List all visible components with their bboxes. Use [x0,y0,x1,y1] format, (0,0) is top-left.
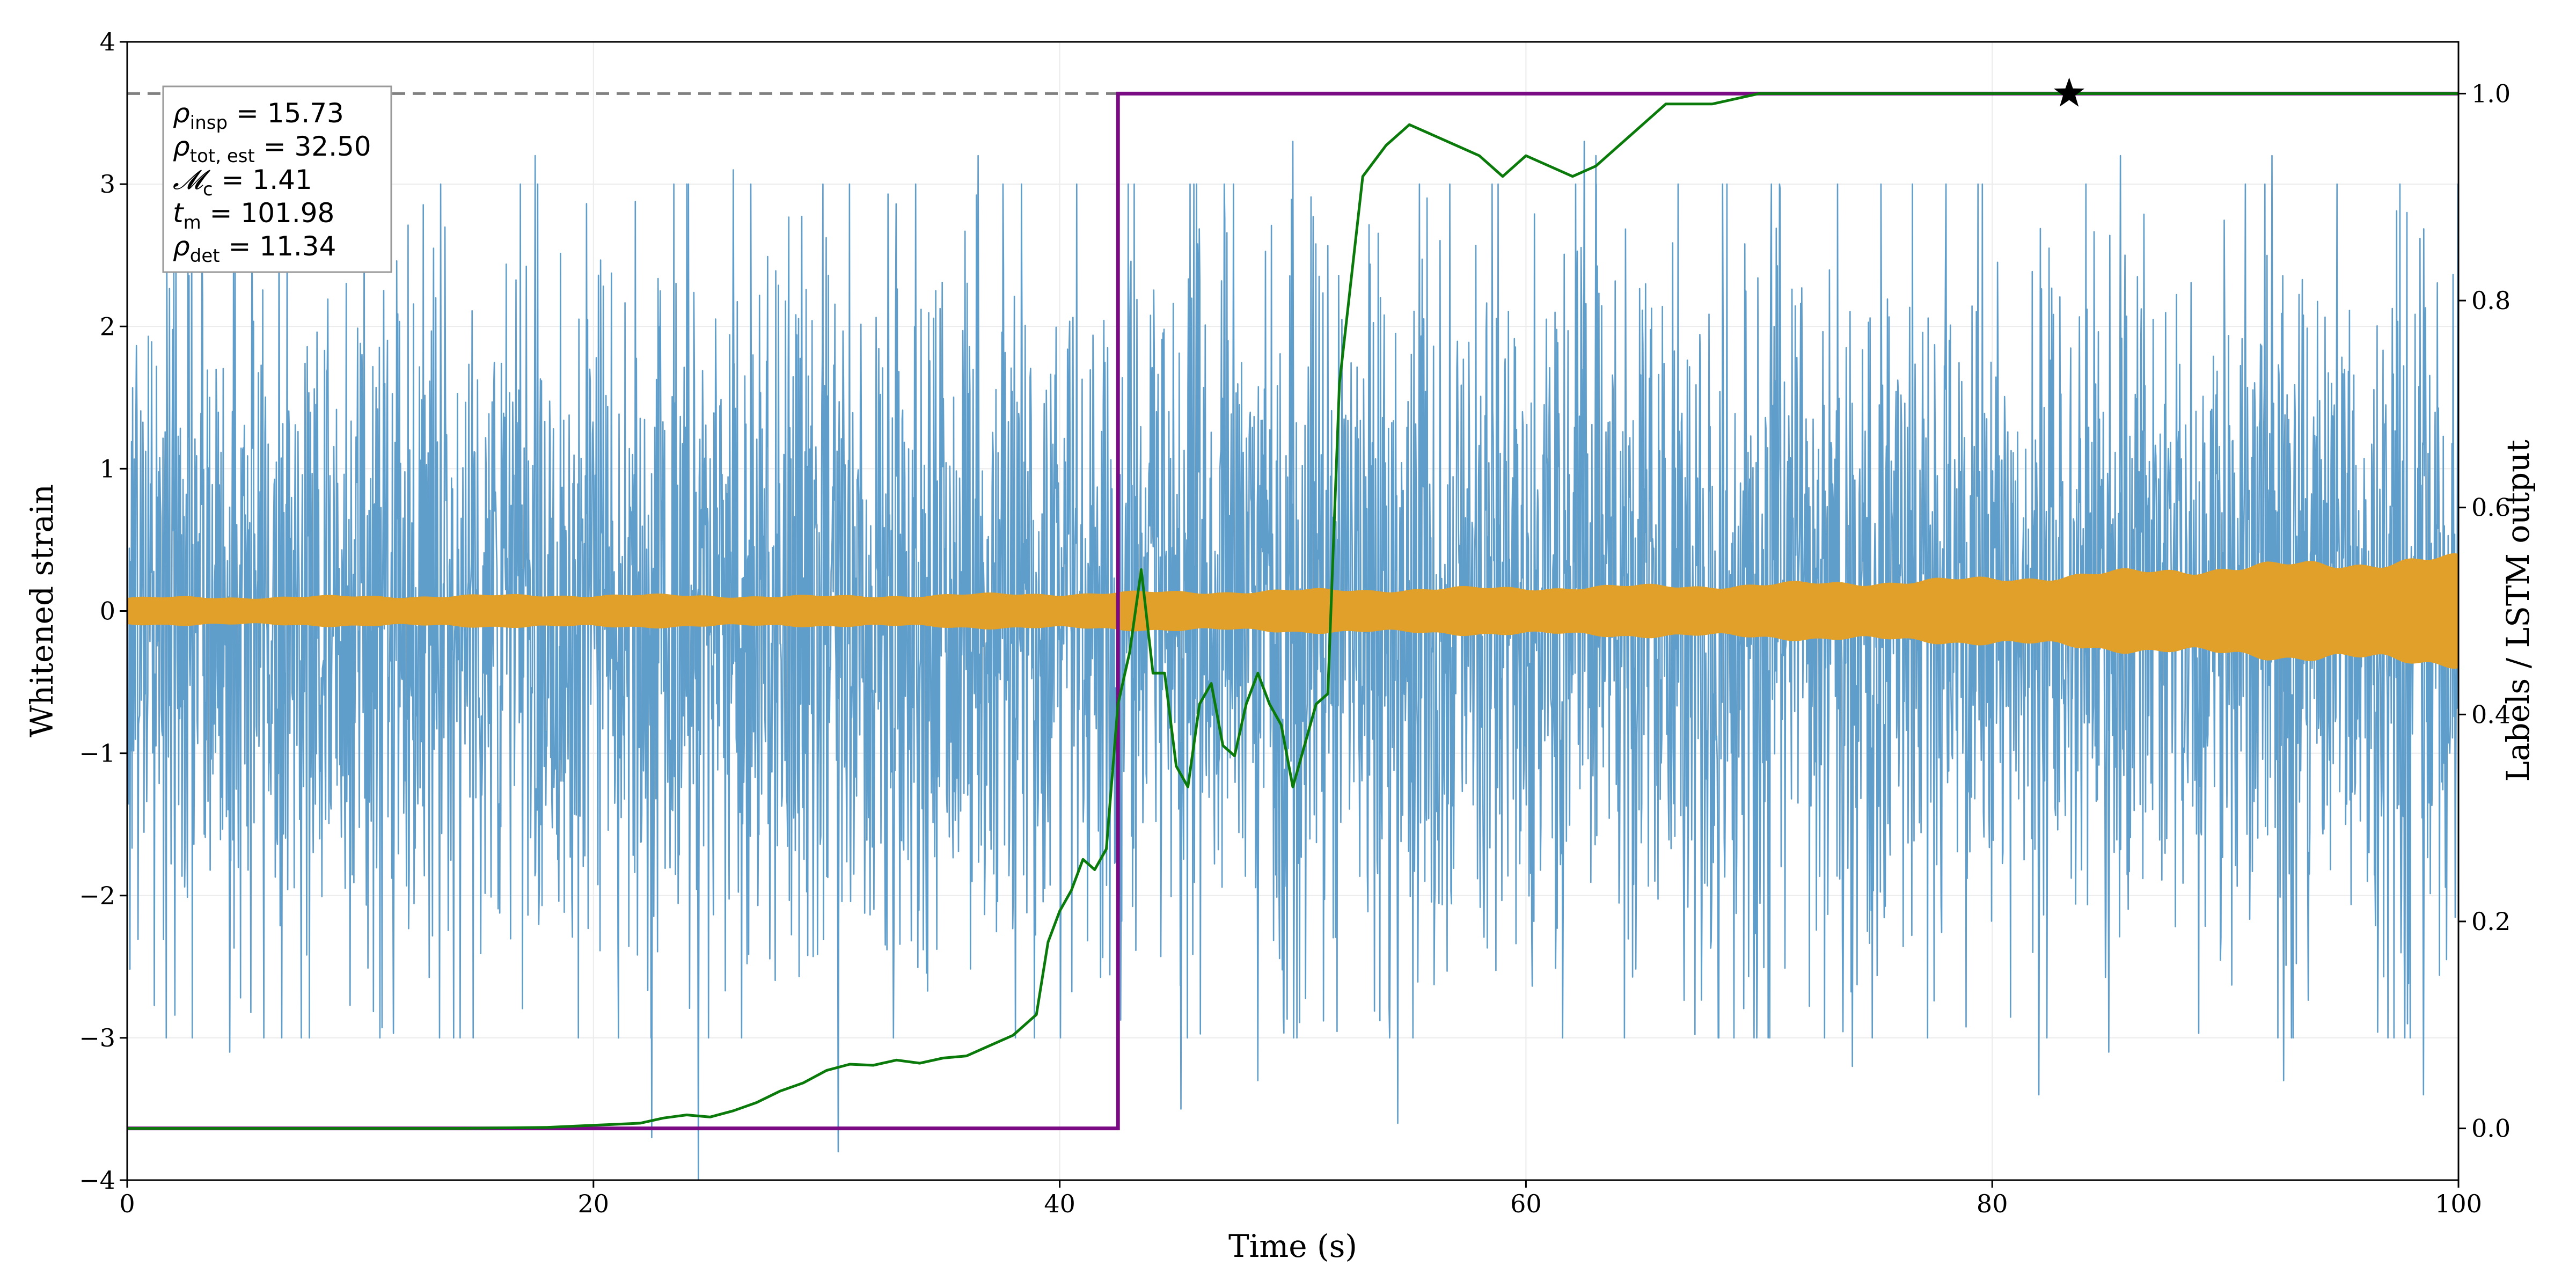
y-left-tick-label: −3 [79,1023,115,1052]
annotation-value: = 15.73 [228,98,344,129]
merger-star-marker [2054,77,2085,107]
label-lstm-layer [127,77,2458,1131]
x-axis-title: Time (s) [1228,1228,1357,1264]
lstm-output-line [127,92,2458,1130]
y-right-tick-label: 0.4 [2471,700,2511,729]
annotation-subscript: c [203,179,213,200]
annotation-value: = 1.41 [213,164,312,195]
annotation-subscript: tot, est [190,145,255,167]
x-tick-label: 0 [119,1189,135,1218]
annotation-symbol: t [173,197,185,229]
y-left-tick-label: 3 [100,170,115,199]
y-left-tick-label: −4 [79,1166,115,1195]
annotation-value: = 11.34 [220,231,336,262]
annotation-symbol: ρ [173,131,190,162]
y-left-tick-label: 1 [100,454,115,483]
annotation-frame [162,85,392,273]
annotation-symbol: ρ [173,231,190,262]
y-left-tick-label: 2 [100,312,115,341]
y-right-tick-label: 0.6 [2471,493,2511,522]
y-right-axis-ticks: 0.0 0.2 0.4 0.6 0.8 1.0 [2458,79,2511,1143]
x-tick-label: 40 [1044,1189,1075,1218]
y-right-axis-title: Labels / LSTM output [2500,440,2536,781]
annotation-line: ρtot, est = 32.50 [173,131,371,167]
annotation-subscript: insp [190,112,228,134]
x-tick-label: 80 [1977,1189,2008,1218]
annotation-subscript: m [184,212,201,233]
annotation-subscript: det [190,245,220,267]
y-right-tick-label: 0.8 [2471,286,2511,315]
y-left-tick-label: 0 [100,597,115,626]
y-left-axis-ticks: −4 −3 −2 −1 0 1 2 3 4 [79,27,127,1195]
annotation-line: ρdet = 11.34 [173,231,336,267]
strain-line [126,141,2460,1181]
strain-series [126,141,2460,1181]
annotation-line: 𝓜c = 1.41 [173,164,312,200]
y-left-tick-label: −2 [79,881,115,910]
annotation-symbol: ρ [173,98,190,129]
y-left-tick-label: −1 [79,739,115,768]
x-tick-label: 100 [2435,1189,2482,1218]
y-right-tick-label: 0.0 [2471,1114,2511,1143]
x-tick-label: 60 [1510,1189,1542,1218]
annotation-line: ρinsp = 15.73 [173,98,344,134]
x-axis-ticks: 0 20 40 60 80 100 [119,1180,2482,1218]
y-left-tick-label: 4 [100,27,115,56]
annotation-line: tm = 101.98 [173,197,334,233]
annotation-value: = 32.50 [255,131,371,162]
y-left-axis-title: Whitened strain [24,484,60,737]
y-right-tick-label: 0.2 [2471,907,2511,936]
annotation-value: = 101.98 [201,197,335,229]
x-tick-label: 20 [578,1189,610,1218]
y-right-tick-label: 1.0 [2471,79,2511,108]
